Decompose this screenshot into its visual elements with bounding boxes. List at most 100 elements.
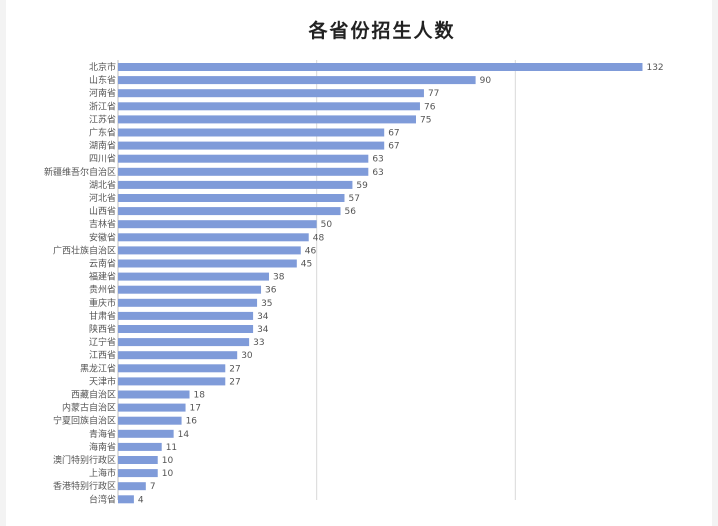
bar [118, 194, 345, 202]
bar [118, 128, 385, 137]
data-label: 90 [480, 76, 492, 86]
bar [118, 141, 385, 150]
data-label: 4 [138, 495, 144, 505]
data-label: 17 [190, 404, 201, 414]
bar [118, 259, 297, 268]
bar-chart: 北京市 132 山东省 90 河南省 77 浙江省 76 江苏省 75 广东省 67 湖南省 67 四川省 6… [44, 60, 664, 505]
data-label: 10 [162, 456, 174, 466]
bar [118, 167, 369, 176]
bar [118, 442, 162, 451]
chart-card: 各省份招生人数 北京市 132 山东省 90 河南省 77 浙江省 76 江苏省 75 广东省 67 湖… [6, 0, 712, 526]
data-label: 30 [241, 351, 253, 361]
category-label: 福建省 [89, 271, 116, 283]
data-label: 76 [424, 102, 436, 112]
category-label: 宁夏回族自治区 [53, 415, 116, 427]
bar [118, 285, 262, 294]
data-label: 59 [356, 181, 368, 191]
category-label: 云南省 [89, 258, 116, 270]
data-label: 63 [372, 155, 383, 165]
bar [118, 325, 254, 333]
bar [118, 102, 420, 111]
data-label: 75 [420, 115, 431, 125]
data-label: 36 [265, 286, 277, 296]
data-label: 34 [257, 312, 269, 322]
data-label: 27 [229, 377, 240, 387]
data-label: 38 [273, 273, 285, 283]
category-label: 上海市 [89, 467, 116, 479]
labels: 北京市 132 山东省 90 河南省 77 浙江省 76 江苏省 75 广东省 67 湖南省 67 四川省 6… [44, 61, 664, 505]
data-label: 10 [162, 469, 174, 479]
data-label: 16 [186, 417, 198, 427]
data-label: 57 [348, 194, 359, 204]
bar [118, 390, 190, 399]
category-label: 天津市 [89, 375, 116, 387]
bar [118, 482, 146, 491]
data-label: 50 [321, 220, 333, 230]
category-label: 黑龙江省 [80, 362, 116, 374]
bar [118, 246, 301, 255]
category-label: 湖北省 [89, 179, 116, 191]
category-label: 辽宁省 [89, 336, 116, 348]
data-label: 67 [388, 129, 399, 139]
category-label: 内蒙古自治区 [62, 402, 116, 414]
category-label: 山东省 [89, 74, 116, 86]
category-label: 广西壮族自治区 [53, 244, 116, 256]
category-label: 山西省 [89, 205, 116, 217]
bar [118, 63, 643, 71]
category-label: 安徽省 [89, 231, 116, 243]
category-label: 江西省 [89, 349, 116, 361]
bar [118, 272, 269, 281]
category-label: 江苏省 [89, 113, 116, 125]
bar [118, 154, 369, 163]
category-label: 海南省 [89, 441, 116, 453]
data-label: 63 [372, 168, 383, 178]
category-label: 河南省 [89, 87, 116, 99]
bar [118, 351, 238, 360]
data-label: 34 [257, 325, 269, 335]
data-label: 33 [253, 338, 264, 348]
category-label: 陕西省 [89, 323, 116, 335]
category-label: 浙江省 [89, 100, 116, 112]
category-label: 北京市 [89, 61, 116, 73]
category-label: 重庆市 [89, 297, 116, 309]
category-label: 澳门特别行政区 [53, 454, 116, 466]
data-label: 48 [313, 233, 325, 243]
bar [118, 311, 254, 320]
category-label: 吉林省 [89, 218, 116, 230]
data-label: 67 [388, 142, 399, 152]
bar [118, 456, 158, 464]
bar [118, 469, 158, 478]
bar [118, 115, 416, 124]
data-label: 45 [301, 260, 312, 270]
category-label: 四川省 [89, 153, 116, 165]
data-label: 132 [646, 63, 663, 73]
bar [118, 76, 476, 85]
data-label: 35 [261, 299, 272, 309]
bar [118, 220, 317, 229]
data-label: 7 [150, 482, 156, 492]
data-label: 18 [194, 391, 206, 401]
bar [118, 403, 186, 412]
category-label: 河北省 [89, 192, 116, 204]
bar [118, 364, 226, 373]
bar [118, 89, 424, 98]
category-label: 台湾省 [89, 493, 116, 505]
bar [118, 207, 341, 216]
category-label: 湖南省 [89, 140, 116, 152]
data-label: 27 [229, 364, 240, 374]
category-label: 贵州省 [89, 284, 116, 296]
bar [118, 298, 258, 307]
bar [118, 233, 309, 242]
category-label: 香港特别行政区 [53, 480, 116, 492]
category-label: 广东省 [89, 127, 116, 139]
bar [118, 180, 353, 189]
bars [118, 63, 643, 504]
bar [118, 377, 226, 386]
category-label: 青海省 [89, 428, 116, 440]
data-label: 77 [428, 89, 439, 99]
category-label: 西藏自治区 [71, 389, 116, 401]
category-label: 甘肃省 [89, 310, 116, 322]
bar [118, 416, 182, 425]
bar [118, 338, 250, 347]
chart-title: 各省份招生人数 [308, 20, 456, 42]
